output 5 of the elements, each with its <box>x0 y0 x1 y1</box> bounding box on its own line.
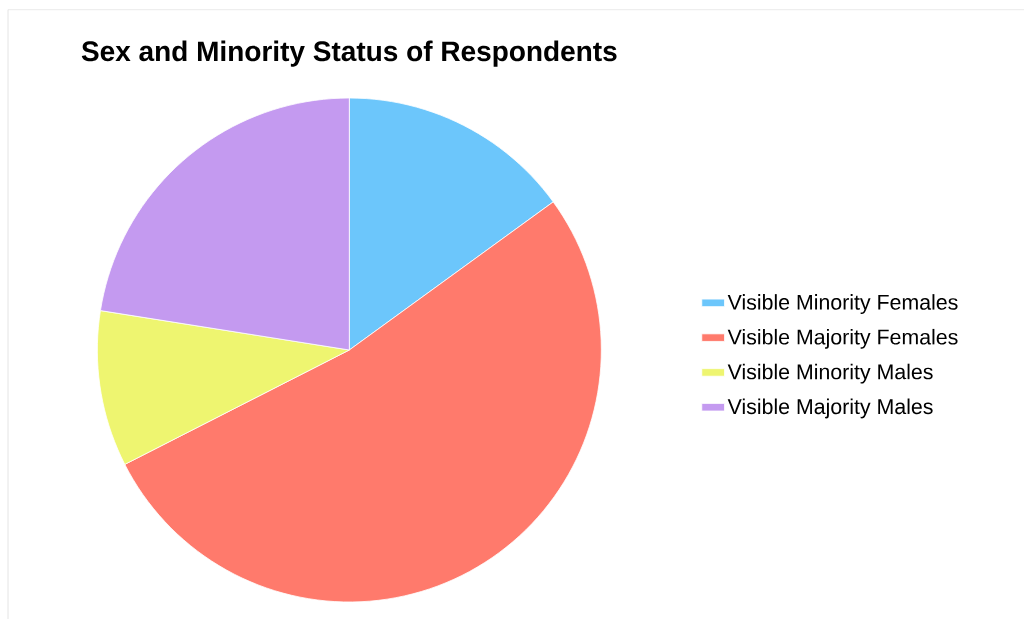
chart-title: Sex and Minority Status of Respondents <box>81 40 617 67</box>
legend-label: Visible Minority Females <box>727 294 958 315</box>
legend-label: Visible Majority Males <box>727 398 933 419</box>
legend-label: Visible Minority Males <box>727 363 933 384</box>
legend-label: Visible Majority Females <box>727 328 958 349</box>
